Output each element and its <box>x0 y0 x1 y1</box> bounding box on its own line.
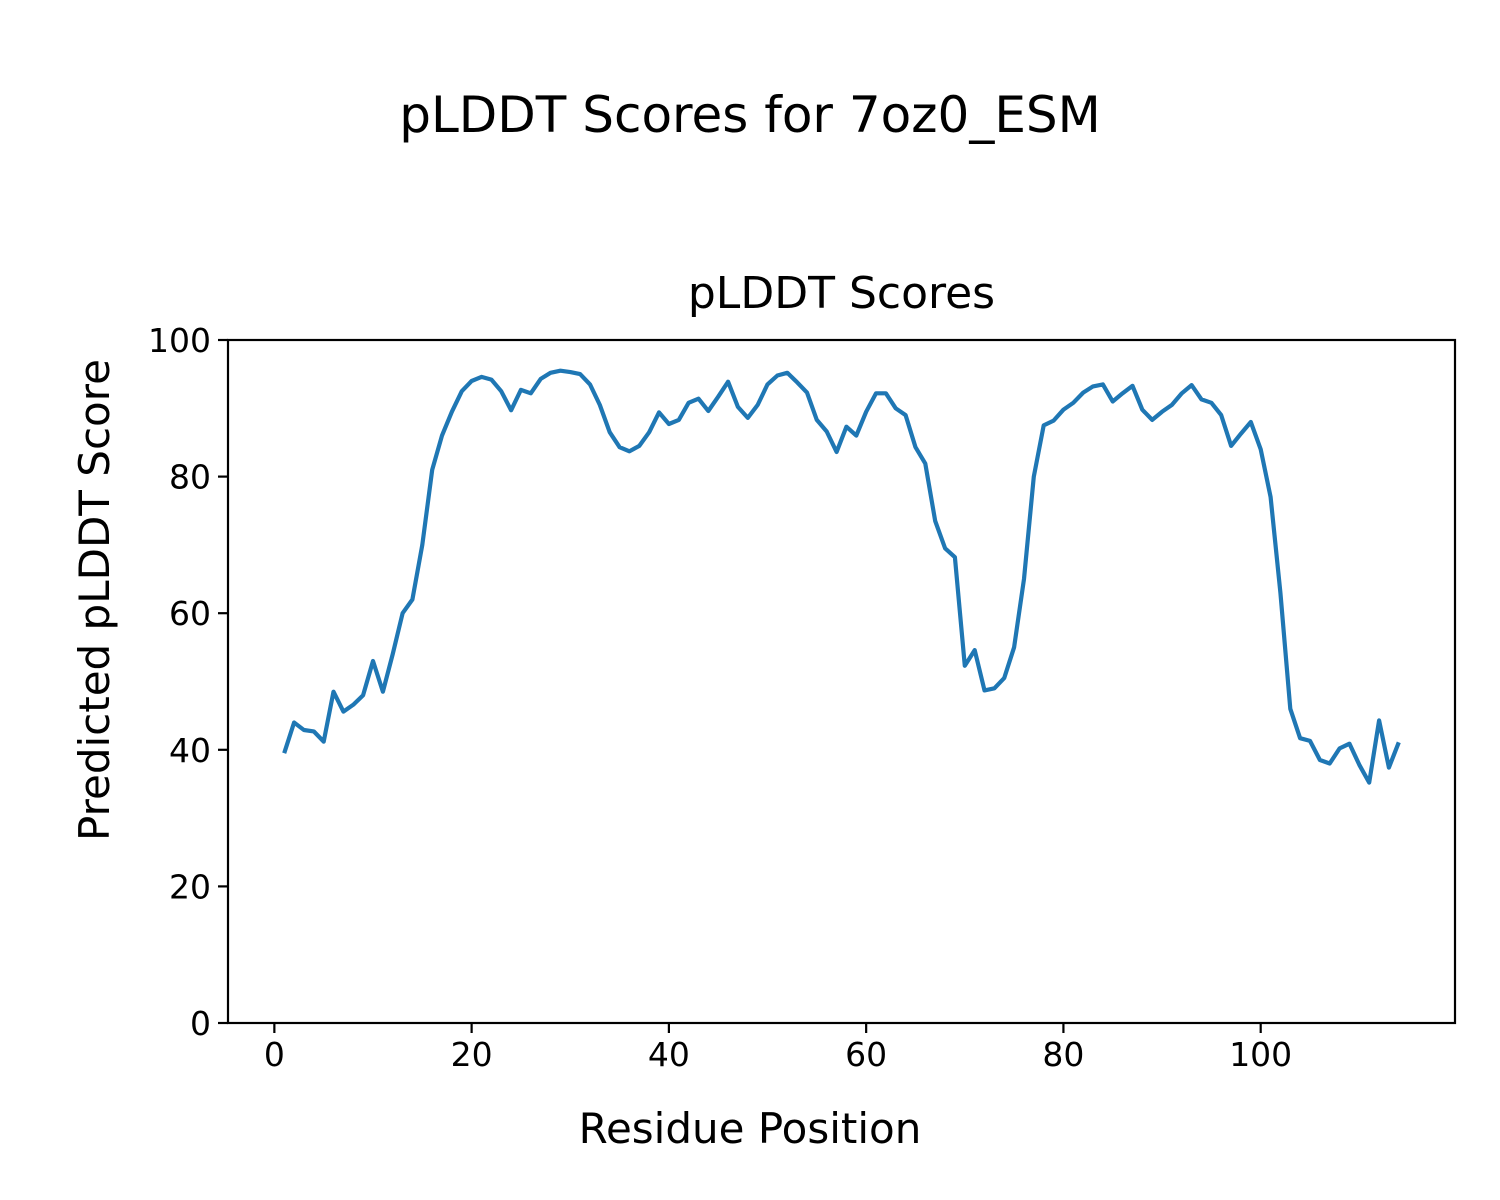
x-axis-label: Residue Position <box>578 1104 922 1153</box>
axis-ticks: 0 20 40 60 80 100 0 20 40 60 80 100 <box>148 321 1292 1074</box>
x-tick-label: 80 <box>1042 1035 1084 1074</box>
y-tick-label: 100 <box>148 321 211 360</box>
plddt-line <box>282 368 1401 785</box>
x-tick-label: 60 <box>845 1035 887 1074</box>
axes-frame <box>226 338 1457 1025</box>
y-tick-label: 60 <box>169 594 211 633</box>
y-tick-label: 0 <box>190 1004 211 1043</box>
y-tick-label: 20 <box>169 867 211 906</box>
x-tick-label: 100 <box>1229 1035 1292 1074</box>
axes-title: pLDDT Scores <box>687 268 996 319</box>
y-tick-label: 40 <box>169 731 211 770</box>
x-tick-label: 40 <box>648 1035 690 1074</box>
figure-title: pLDDT Scores for 7oz0_ESM <box>399 86 1101 144</box>
x-tick-label: 0 <box>264 1035 285 1074</box>
y-tick-label: 80 <box>169 458 211 497</box>
x-tick-label: 20 <box>451 1035 493 1074</box>
